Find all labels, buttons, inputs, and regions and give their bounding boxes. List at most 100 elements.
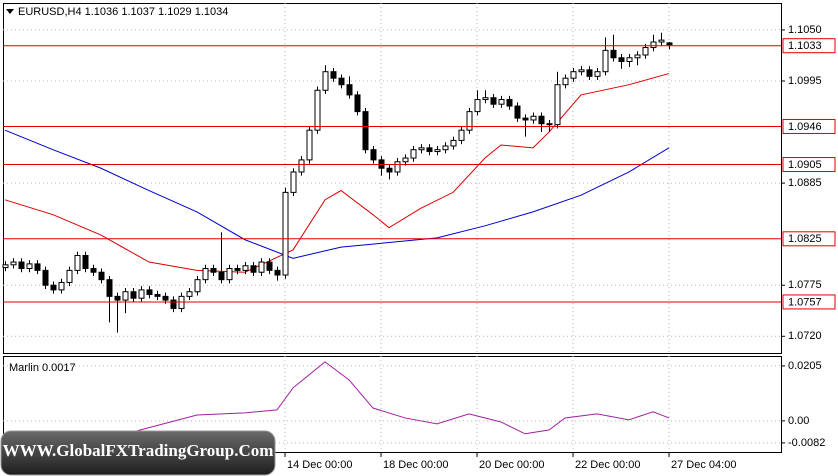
candle-body	[10, 261, 17, 266]
candle-body	[18, 261, 25, 270]
candle-body	[290, 171, 297, 193]
candle-body	[554, 84, 561, 126]
candle-body	[42, 269, 49, 286]
candle-body	[482, 97, 489, 101]
watermark: WWW.GlobalFXTradingGroup.Com	[0, 430, 276, 476]
candle-body	[106, 279, 113, 297]
candle-body	[338, 77, 345, 86]
candle-body	[370, 149, 377, 161]
candle-body	[90, 268, 97, 273]
candle-body	[354, 94, 361, 113]
candle-body	[602, 49, 609, 73]
candle-body	[186, 291, 193, 297]
y-tick-label: 1.0995	[788, 75, 822, 87]
candle-body	[170, 299, 177, 309]
candle-body	[202, 268, 209, 281]
candle-body	[450, 139, 457, 147]
candle-body	[258, 261, 265, 273]
level-label: 1.0946	[788, 121, 822, 133]
candle-body	[322, 71, 329, 91]
indicator-line	[4, 129, 670, 259]
level-label: 1.1033	[788, 40, 822, 52]
candle-body	[146, 289, 153, 296]
candle-body	[562, 77, 569, 86]
y-tick-label: 0.0205	[788, 360, 822, 372]
level-label: 1.0905	[788, 159, 822, 171]
candle-body	[314, 89, 321, 131]
candle-body	[162, 295, 169, 301]
level-label: 1.0757	[788, 296, 822, 308]
candle-body	[522, 117, 529, 121]
candle-body	[154, 294, 161, 297]
candle-body	[210, 268, 217, 273]
candle-body	[474, 99, 481, 113]
plot-layer: 1.1050 1.0995 1.0885 1.0775 1.0720 14 Dec 00:…	[2, 3, 836, 471]
candle-body	[610, 49, 617, 59]
candle-body	[618, 57, 625, 62]
level-label-box	[782, 294, 836, 310]
candle-body	[642, 47, 649, 56]
candle-body	[130, 291, 137, 299]
candle-body	[586, 69, 593, 77]
chart-title: EURUSD,H4 1.1036 1.1037 1.1029 1.1034	[18, 6, 228, 18]
level-label-box	[782, 231, 836, 247]
candle-body	[570, 71, 577, 79]
candle-body	[26, 263, 33, 270]
y-tick-label: 0.00	[788, 415, 809, 427]
candle-body	[242, 265, 249, 271]
x-tick-label: 18 Dec 00:00	[383, 459, 448, 471]
candle-body	[498, 99, 505, 105]
candle-body	[658, 39, 665, 43]
candle-body	[66, 269, 73, 283]
candle-body	[402, 157, 409, 163]
candle-body	[386, 167, 393, 173]
candle-body	[346, 84, 353, 96]
candle-body	[466, 111, 473, 131]
x-tick-label: 22 Dec 00:00	[575, 459, 640, 471]
candle-body	[626, 57, 633, 62]
candle-body	[74, 255, 81, 271]
candle-body	[34, 263, 41, 271]
level-label: 1.0825	[788, 233, 822, 245]
candle-body	[266, 261, 273, 271]
candle-body	[226, 268, 233, 281]
y-tick-label: 1.1050	[788, 24, 822, 36]
candle-body	[122, 291, 129, 301]
candle-body	[394, 161, 401, 173]
candle-body	[50, 284, 57, 291]
candle-body	[530, 115, 537, 121]
candle-body	[58, 281, 65, 291]
watermark-text: WWW.GlobalFXTradingGroup.Com	[3, 441, 274, 460]
candle-body	[490, 97, 497, 105]
candle-body	[250, 265, 257, 273]
candle-body	[234, 268, 241, 271]
candle-body	[218, 271, 225, 281]
candle-body	[330, 71, 337, 79]
candle-body	[274, 269, 281, 276]
candle-body	[194, 279, 201, 293]
candle-body	[666, 42, 673, 46]
candle-body	[594, 71, 601, 77]
candle-body	[546, 123, 553, 126]
candle-body	[650, 41, 657, 49]
candle-body	[82, 255, 89, 270]
candle-body	[578, 69, 585, 73]
candle-body	[138, 289, 145, 299]
x-tick-label: 20 Dec 00:00	[479, 459, 544, 471]
candle-body	[306, 129, 313, 161]
level-label-box	[782, 118, 836, 134]
candle-body	[634, 54, 641, 59]
candle-body	[114, 295, 121, 301]
watermark-box	[0, 430, 276, 476]
candle-body	[506, 99, 513, 107]
level-label-box	[782, 157, 836, 173]
candle-body	[442, 145, 449, 151]
y-tick-label: -0.0082	[788, 437, 825, 449]
x-tick-label: 27 Dec 04:00	[671, 459, 736, 471]
candle-body	[282, 191, 289, 276]
candle-body	[2, 264, 9, 269]
candle-body	[98, 271, 105, 281]
candle-body	[410, 149, 417, 159]
